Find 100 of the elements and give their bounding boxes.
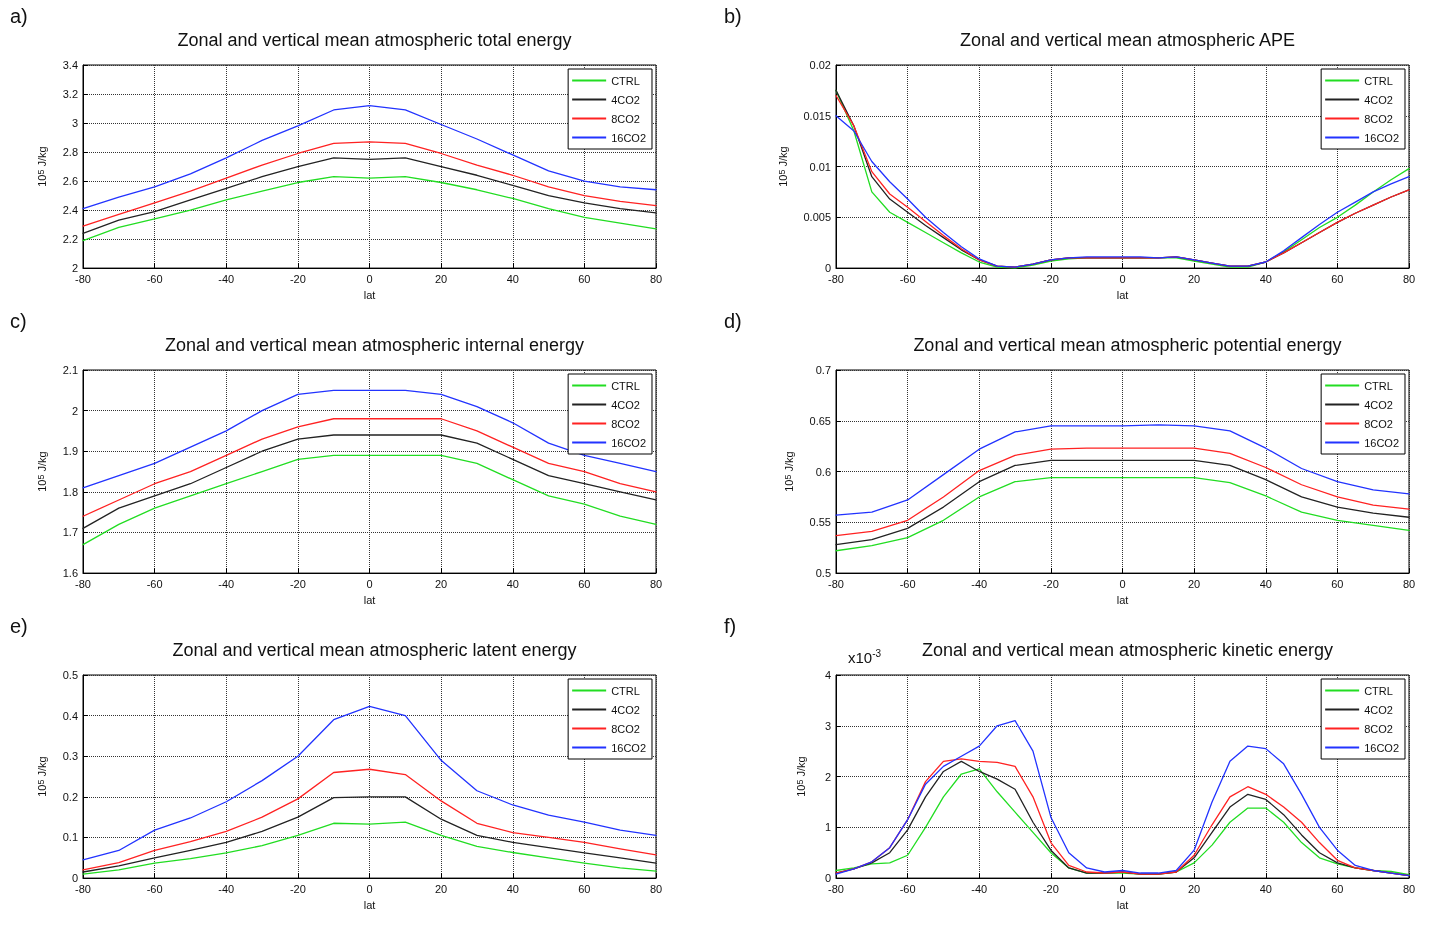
y-tick-label: 3.4	[62, 59, 78, 71]
y-tick-label: 2	[824, 770, 831, 783]
x-tick-label: -60	[899, 882, 916, 895]
legend-label: CTRL	[611, 684, 640, 697]
x-tick-label: -40	[218, 272, 235, 285]
legend-label: 16CO2	[1364, 436, 1400, 449]
x-tick-label: 60	[578, 272, 591, 285]
y-tick-label: 2	[71, 262, 78, 275]
y-tick-label: 1.7	[62, 526, 78, 539]
x-tick-label: 60	[1331, 577, 1344, 590]
y-axis-title: 105 J/kg	[777, 146, 790, 187]
x-tick-label: 80	[649, 272, 663, 285]
chart-title: Zonal and vertical mean atmospheric internal energy	[164, 335, 585, 355]
y-tick-label: 0.015	[803, 109, 831, 122]
x-tick-label: 0	[366, 272, 373, 285]
x-tick-label: -80	[828, 577, 844, 590]
legend-label: 16CO2	[611, 741, 647, 754]
text: e)	[10, 615, 28, 637]
x-tick-label: 60	[578, 882, 591, 895]
x-axis-title: lat	[1116, 898, 1129, 911]
x-tick-label: 80	[1402, 272, 1416, 285]
x-tick-label: 20	[1188, 272, 1201, 285]
x-tick-label: -80	[75, 577, 91, 590]
x-tick-label: -80	[828, 882, 844, 895]
x-tick-label: 0	[1119, 577, 1126, 590]
x-tick-label: -20	[1042, 272, 1059, 285]
legend-label: 4CO2	[611, 398, 640, 411]
x-tick-label: 40	[506, 577, 519, 590]
y-tick-label: 2.4	[62, 204, 78, 217]
text: b)	[724, 5, 742, 27]
y-tick-label: 2.1	[62, 364, 78, 376]
legend-label: 16CO2	[1364, 131, 1400, 144]
y-tick-label: 0.02	[809, 59, 831, 71]
x-axis-title: lat	[363, 288, 376, 301]
x-tick-label: -40	[971, 882, 988, 895]
x-tick-label: 40	[506, 272, 519, 285]
legend-label: 4CO2	[611, 703, 640, 716]
chart-title: Zonal and vertical mean atmospheric kinetic energy	[921, 640, 1334, 660]
y-tick-label: 0.4	[62, 709, 78, 722]
x-tick-label: -20	[289, 577, 306, 590]
x-tick-label: -20	[1042, 577, 1059, 590]
legend-label: 4CO2	[611, 93, 640, 106]
chart-title: Zonal and vertical mean atmospheric latent energy	[172, 640, 577, 660]
x-tick-label: 80	[649, 577, 663, 590]
x-axis-title: lat	[363, 898, 376, 911]
y-axis-title: 105 J/kg	[36, 146, 49, 187]
text: c)	[10, 310, 27, 332]
x-tick-label: -80	[75, 272, 91, 285]
x-tick-label: 40	[506, 882, 519, 895]
y-tick-label: 2.6	[62, 175, 78, 188]
x-tick-label: -20	[289, 272, 306, 285]
y-tick-label: 1	[824, 821, 831, 834]
chart-title: Zonal and vertical mean atmospheric total energy	[177, 30, 572, 50]
legend-label: 8CO2	[611, 112, 640, 125]
x-tick-label: 0	[366, 577, 373, 590]
x-tick-label: -40	[971, 577, 988, 590]
x-tick-label: 20	[435, 882, 448, 895]
x-tick-label: 40	[1259, 882, 1272, 895]
x-axis-title: lat	[363, 593, 376, 606]
legend-label: CTRL	[611, 379, 640, 392]
x-tick-label: -60	[899, 577, 916, 590]
legend-label: CTRL	[1364, 684, 1393, 697]
x-tick-label: -80	[828, 272, 844, 285]
x-tick-label: 40	[1259, 272, 1272, 285]
x-tick-label: 80	[1402, 577, 1416, 590]
x-tick-label: 60	[578, 577, 591, 590]
x-tick-label: -20	[289, 882, 306, 895]
legend-label: 16CO2	[1364, 741, 1400, 754]
y-tick-label: 0.5	[62, 669, 78, 681]
legend-label: 8CO2	[611, 417, 640, 430]
y-tick-label: 0.7	[815, 364, 831, 376]
legend-label: 16CO2	[611, 131, 647, 144]
legend-label: 8CO2	[1364, 112, 1393, 125]
legend-label: 4CO2	[1364, 93, 1393, 106]
x-tick-label: -20	[1042, 882, 1059, 895]
x-tick-label: -60	[146, 272, 163, 285]
x-tick-label: -60	[899, 272, 916, 285]
x-tick-label: 60	[1331, 882, 1344, 895]
x-tick-label: 20	[435, 577, 448, 590]
y-tick-label: 0.2	[62, 790, 78, 803]
legend-label: CTRL	[1364, 74, 1393, 87]
y-tick-label: 0.3	[62, 750, 78, 763]
y-tick-label: 2	[71, 404, 78, 417]
y-tick-label: 3	[824, 719, 831, 732]
x-tick-label: -60	[146, 882, 163, 895]
chart-title: Zonal and vertical mean atmospheric APE	[959, 30, 1296, 50]
x-tick-label: 0	[366, 882, 373, 895]
text: d)	[724, 310, 742, 332]
legend-label: 16CO2	[611, 436, 647, 449]
x-tick-label: -40	[971, 272, 988, 285]
legend-label: 8CO2	[1364, 722, 1393, 735]
x-tick-label: 80	[1402, 882, 1416, 895]
legend-label: 4CO2	[1364, 703, 1393, 716]
y-tick-label: 0	[824, 262, 831, 275]
y-tick-label: 0.1	[62, 831, 78, 844]
x-tick-label: -60	[146, 577, 163, 590]
y-tick-label: 1.6	[62, 567, 78, 580]
y-tick-label: 0	[824, 872, 831, 885]
text: a)	[10, 5, 28, 27]
text: f)	[724, 615, 737, 637]
